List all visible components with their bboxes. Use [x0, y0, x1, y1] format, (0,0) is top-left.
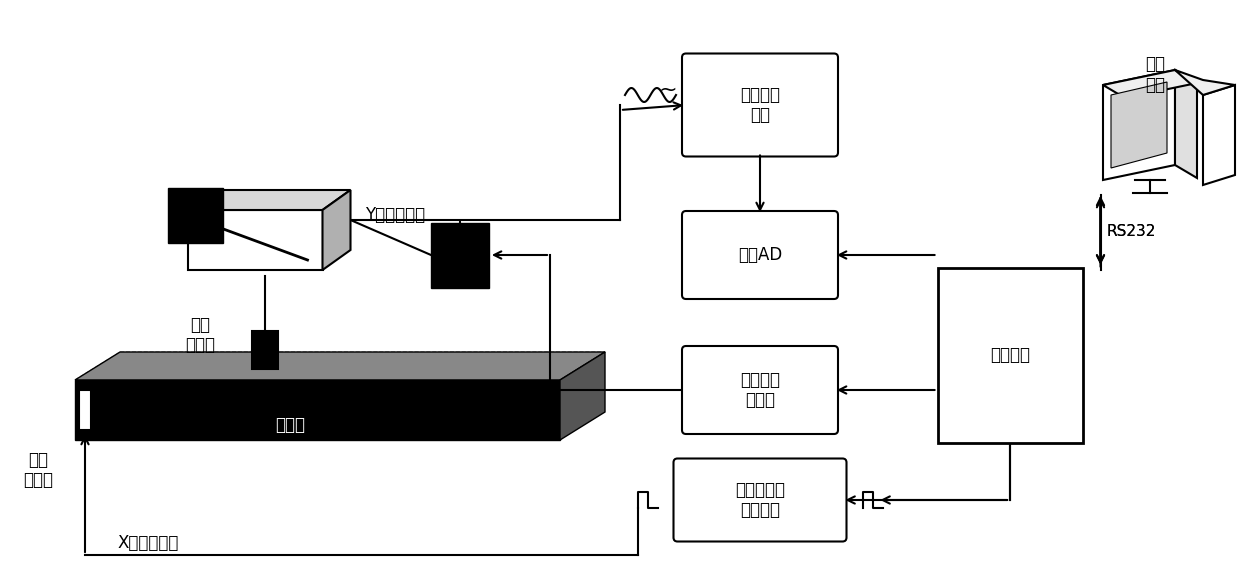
Text: Y轴步进电机: Y轴步进电机	[366, 206, 425, 224]
Text: 微控制器: 微控制器	[990, 346, 1030, 364]
Polygon shape	[560, 352, 605, 440]
Text: 超声换能器
驱动电路: 超声换能器 驱动电路	[735, 480, 786, 519]
Polygon shape	[322, 190, 351, 270]
Text: 发射
换能器: 发射 换能器	[24, 451, 53, 489]
Polygon shape	[76, 352, 605, 380]
Polygon shape	[1111, 82, 1167, 168]
Bar	[79, 390, 90, 430]
Text: 接收
换能器: 接收 换能器	[185, 315, 216, 354]
Polygon shape	[187, 190, 351, 210]
Text: RS232: RS232	[1106, 224, 1156, 239]
Polygon shape	[187, 210, 322, 270]
Text: 待测板: 待测板	[275, 416, 305, 434]
Text: 信号调理
电路: 信号调理 电路	[740, 85, 781, 124]
Bar	[431, 223, 489, 288]
Text: ~: ~	[659, 80, 678, 100]
Polygon shape	[1175, 70, 1235, 95]
FancyBboxPatch shape	[674, 458, 846, 541]
FancyBboxPatch shape	[681, 211, 838, 299]
Polygon shape	[1175, 70, 1197, 178]
Text: RS232: RS232	[1106, 224, 1156, 239]
Text: X轴步进电机: X轴步进电机	[118, 534, 178, 552]
FancyBboxPatch shape	[681, 346, 838, 434]
FancyBboxPatch shape	[681, 53, 838, 156]
Text: 动态
显示: 动态 显示	[1145, 55, 1165, 94]
Text: 高速AD: 高速AD	[738, 246, 782, 264]
Bar	[938, 267, 1083, 443]
Polygon shape	[1103, 70, 1175, 180]
Polygon shape	[76, 380, 560, 440]
Polygon shape	[1203, 85, 1235, 185]
Polygon shape	[1103, 70, 1197, 98]
Bar	[252, 331, 278, 369]
Text: 步进电机
驱动器: 步进电机 驱动器	[740, 371, 781, 410]
Bar	[167, 188, 223, 242]
